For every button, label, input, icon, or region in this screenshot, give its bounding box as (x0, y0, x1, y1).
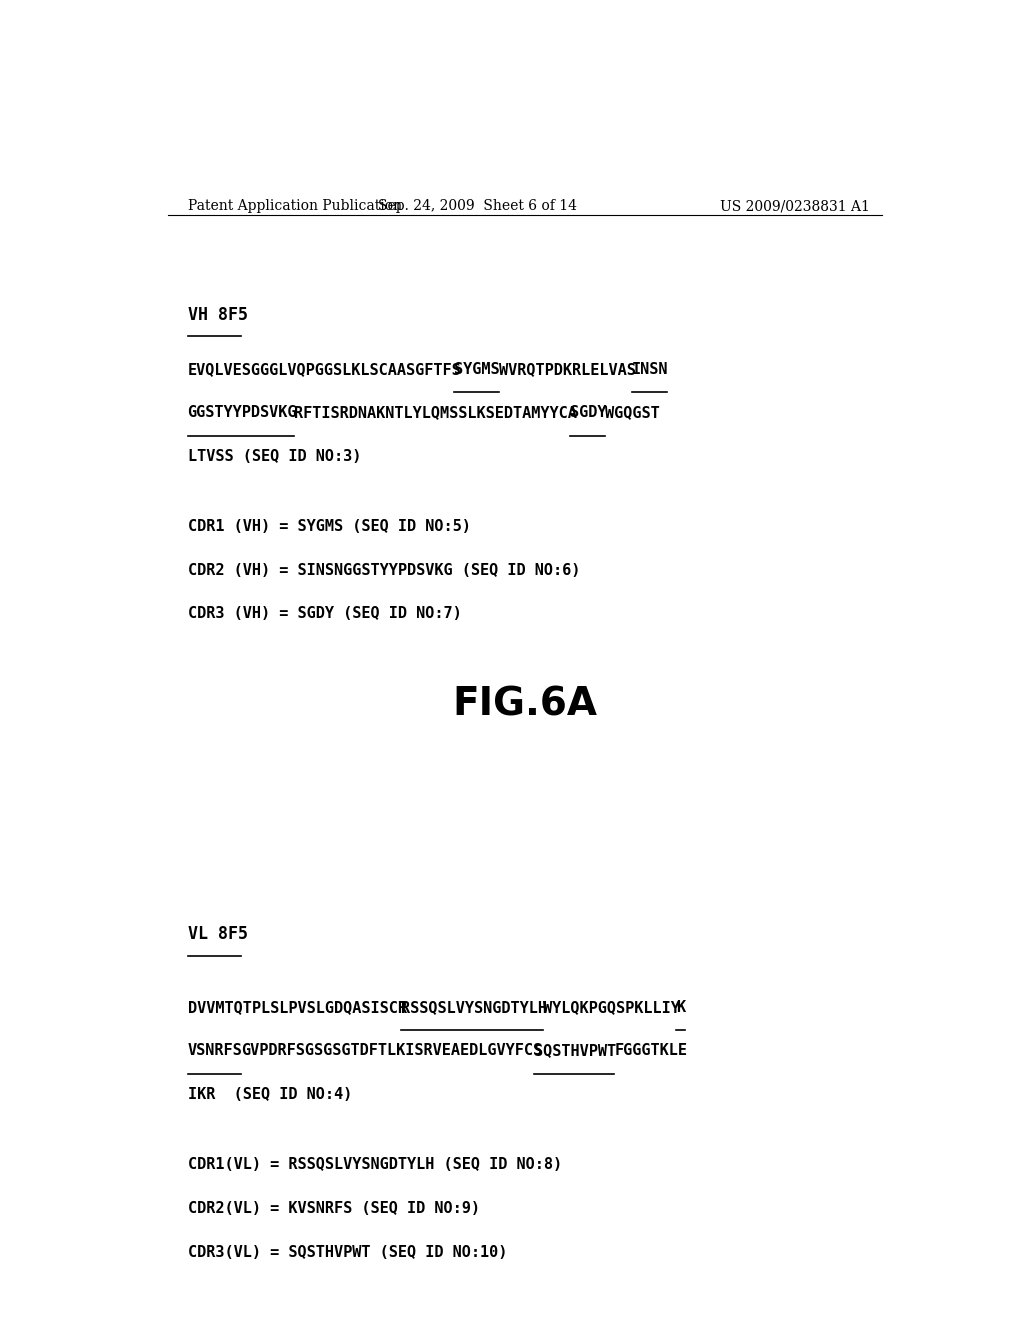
Text: VH 8F5: VH 8F5 (187, 306, 248, 323)
Text: Sep. 24, 2009  Sheet 6 of 14: Sep. 24, 2009 Sheet 6 of 14 (378, 199, 577, 213)
Text: GGSTYYPDSVKG: GGSTYYPDSVKG (187, 405, 297, 420)
Text: INSN: INSN (632, 362, 669, 376)
Text: Patent Application Publication: Patent Application Publication (187, 199, 401, 213)
Text: FGGGTKLE: FGGGTKLE (614, 1044, 687, 1059)
Text: SGDY: SGDY (569, 405, 606, 420)
Text: CDR3(VL) = SQSTHVPWT (SEQ ID NO:10): CDR3(VL) = SQSTHVPWT (SEQ ID NO:10) (187, 1245, 507, 1259)
Text: CDR1(VL) = RSSQSLVYSNGDTYLH (SEQ ID NO:8): CDR1(VL) = RSSQSLVYSNGDTYLH (SEQ ID NO:8… (187, 1158, 561, 1172)
Text: K: K (677, 999, 685, 1015)
Text: SQSTHVPWT: SQSTHVPWT (535, 1044, 616, 1059)
Text: CDR2 (VH) = SINSNGGSTYYPDSVKG (SEQ ID NO:6): CDR2 (VH) = SINSNGGSTYYPDSVKG (SEQ ID NO… (187, 562, 580, 578)
Text: WGQGST: WGQGST (605, 405, 660, 420)
Text: VL 8F5: VL 8F5 (187, 925, 248, 944)
Text: RFTISRDNAKNTLYLQMSSLKSEDTAMYYCA: RFTISRDNAKNTLYLQMSSLKSEDTAMYYCA (294, 405, 578, 420)
Text: US 2009/0238831 A1: US 2009/0238831 A1 (720, 199, 870, 213)
Text: EVQLVESGGGLVQPGGSLKLSCAASGFTFS: EVQLVESGGGLVQPGGSLKLSCAASGFTFS (187, 362, 461, 376)
Text: IKR  (SEQ ID NO:4): IKR (SEQ ID NO:4) (187, 1088, 352, 1102)
Text: CDR1 (VH) = SYGMS (SEQ ID NO:5): CDR1 (VH) = SYGMS (SEQ ID NO:5) (187, 519, 470, 535)
Text: WVRQTPDKRLELVAS: WVRQTPDKRLELVAS (499, 362, 636, 376)
Text: GVPDRFSGSGSGTDFTLKISRVEAEDLGVYFCS: GVPDRFSGSGSGTDFTLKISRVEAEDLGVYFCS (241, 1044, 542, 1059)
Text: WYLQKPGQSPKLLIY: WYLQKPGQSPKLLIY (543, 999, 680, 1015)
Text: RSSQSLVYSNGDTYLH: RSSQSLVYSNGDTYLH (400, 999, 547, 1015)
Text: SYGMS: SYGMS (455, 362, 500, 376)
Text: CDR2(VL) = KVSNRFS (SEQ ID NO:9): CDR2(VL) = KVSNRFS (SEQ ID NO:9) (187, 1201, 479, 1216)
Text: DVVMTQTPLSLPVSLGDQASISCR: DVVMTQTPLSLPVSLGDQASISCR (187, 999, 407, 1015)
Text: VSNRFS: VSNRFS (187, 1044, 243, 1059)
Text: FIG.6A: FIG.6A (453, 685, 597, 723)
Text: LTVSS (SEQ ID NO:3): LTVSS (SEQ ID NO:3) (187, 449, 360, 465)
Text: CDR3 (VH) = SGDY (SEQ ID NO:7): CDR3 (VH) = SGDY (SEQ ID NO:7) (187, 606, 461, 622)
